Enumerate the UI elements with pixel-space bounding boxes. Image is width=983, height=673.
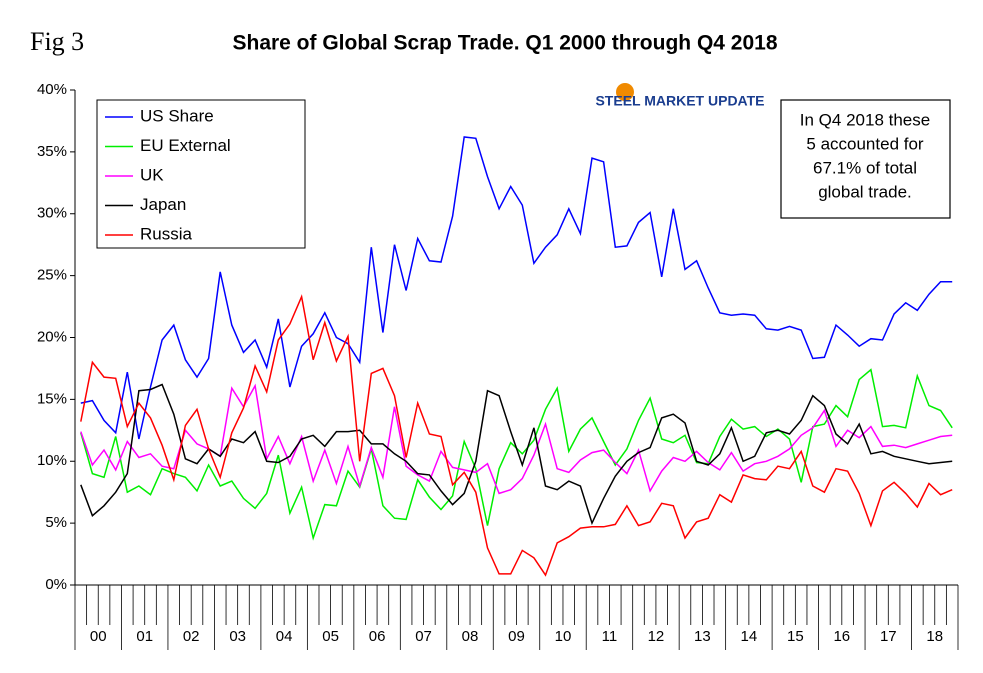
x-tick-label: 15 <box>787 628 804 645</box>
x-tick-label: 08 <box>462 628 479 645</box>
y-tick-label: 10% <box>37 452 67 469</box>
legend-box <box>96 99 306 249</box>
x-tick-label: 04 <box>276 628 293 645</box>
series-line <box>80 136 953 440</box>
legend-label: Japan <box>140 195 186 214</box>
x-tick-label: 03 <box>229 628 246 645</box>
annotation-box <box>780 99 951 219</box>
x-tick-label: 09 <box>508 628 525 645</box>
x-tick-label: 17 <box>880 628 897 645</box>
x-tick-label: 14 <box>741 628 758 645</box>
x-tick-label: 13 <box>694 628 711 645</box>
y-tick-label: 40% <box>37 81 67 98</box>
logo-text: STEEL MARKET UPDATE <box>595 93 764 109</box>
legend-label: UK <box>140 165 164 184</box>
x-tick-label: 05 <box>322 628 339 645</box>
x-tick-label: 16 <box>833 628 850 645</box>
x-tick-label: 07 <box>415 628 432 645</box>
x-tick-label: 01 <box>136 628 153 645</box>
chart-title: Share of Global Scrap Trade. Q1 2000 thr… <box>232 32 777 55</box>
x-tick-label: 18 <box>926 628 943 645</box>
annotation-line: In Q4 2018 these <box>800 110 930 129</box>
y-tick-label: 0% <box>45 576 67 593</box>
x-tick-label: 00 <box>90 628 107 645</box>
series-line <box>80 368 953 541</box>
x-tick-label: 10 <box>555 628 572 645</box>
series-line <box>80 383 953 495</box>
legend-label: US Share <box>140 106 214 125</box>
legend-label: EU External <box>140 136 231 155</box>
x-tick-label: 02 <box>183 628 200 645</box>
figure-label: Fig 3 <box>30 27 84 56</box>
y-tick-label: 15% <box>37 390 67 407</box>
x-tick-label: 06 <box>369 628 386 645</box>
legend-label: Russia <box>140 224 193 243</box>
series-line <box>80 294 953 577</box>
y-tick-label: 30% <box>37 205 67 222</box>
annotation-line: 5 accounted for <box>806 134 924 153</box>
series-line <box>80 383 953 526</box>
y-tick-label: 25% <box>37 267 67 284</box>
annotation-line: global trade. <box>818 182 912 201</box>
x-tick-label: 12 <box>648 628 665 645</box>
logo: STEEL MARKET UPDATE <box>595 83 765 109</box>
annotation-line: 67.1% of total <box>813 158 917 177</box>
y-tick-label: 20% <box>37 328 67 345</box>
y-tick-label: 5% <box>45 514 67 531</box>
y-tick-label: 35% <box>37 143 67 160</box>
x-tick-label: 11 <box>602 628 618 645</box>
